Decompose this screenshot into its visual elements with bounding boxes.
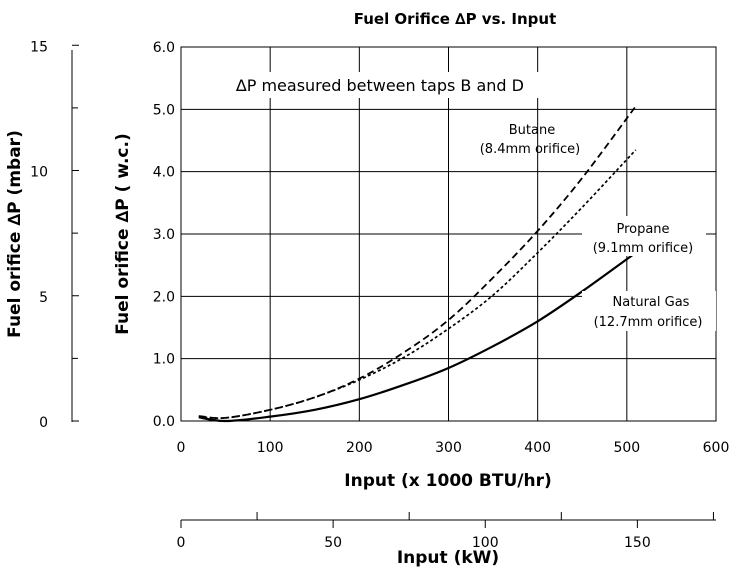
kw-tick-label: 0 [177,535,186,551]
plot-frame [180,46,717,422]
natural-gas-orifice-label: (12.7mm orifice) [594,315,703,330]
x-tick-label: 200 [346,440,373,456]
x-tick-label: 600 [703,440,730,456]
chart-title: Fuel Orifice ∆P vs. Input [354,10,557,28]
x-tick-label: 100 [257,440,284,456]
mbar-axis-title: Fuel orifice ∆P (mbar) [5,130,25,338]
mbar-tick-label: 5 [39,290,48,306]
measurement-note: ∆P measured between taps B and D [235,76,524,95]
y-axis-title: Fuel orifice ∆P ( w.c.) [113,133,133,334]
propane-curve [198,149,637,420]
y-tick-label: 2.0 [153,289,175,305]
propane-label-background [582,216,706,256]
x-tick-label: 400 [524,440,551,456]
mbar-tick-label: 0 [39,415,48,431]
mbar-axis-ticks: 0 5 10 15 [30,39,79,431]
kw-tick-label: 100 [472,535,499,551]
x-tick-label: 500 [613,440,640,456]
mbar-tick-label: 10 [30,165,48,181]
butane-curve [198,105,637,420]
kw-axis-ticks: 0 50 100 150 [177,512,714,551]
x-axis-ticks: 0 100 200 300 400 500 600 [177,440,730,456]
butane-orifice-label: (8.4mm orifice) [480,142,581,157]
y-axis-ticks: 0.0 1.0 2.0 3.0 4.0 5.0 6.0 [153,40,175,430]
kw-tick-label: 150 [624,535,651,551]
butane-label: Butane [509,123,555,138]
y-tick-label: 6.0 [153,40,175,56]
natural-gas-label: Natural Gas [613,295,690,310]
kw-tick-label: 50 [324,535,342,551]
x-axis-title: Input (x 1000 BTU/hr) [344,471,551,491]
x-tick-label: 0 [177,440,186,456]
y-tick-label: 5.0 [153,102,175,118]
y-tick-label: 4.0 [153,165,175,181]
y-tick-label: 1.0 [153,352,175,368]
y-tick-label: 0.0 [153,414,175,430]
propane-label: Propane [616,222,669,237]
x-tick-label: 300 [435,440,462,456]
natural-gas-label-background [582,291,716,331]
annotation-background [218,72,543,98]
natural-gas-curve [198,251,637,423]
mbar-tick-label: 15 [30,39,48,55]
kw-axis-title: Input (kW) [397,548,499,568]
propane-orifice-label: (9.1mm orifice) [593,241,694,256]
series-lines [198,105,637,423]
y-tick-label: 3.0 [153,227,175,243]
